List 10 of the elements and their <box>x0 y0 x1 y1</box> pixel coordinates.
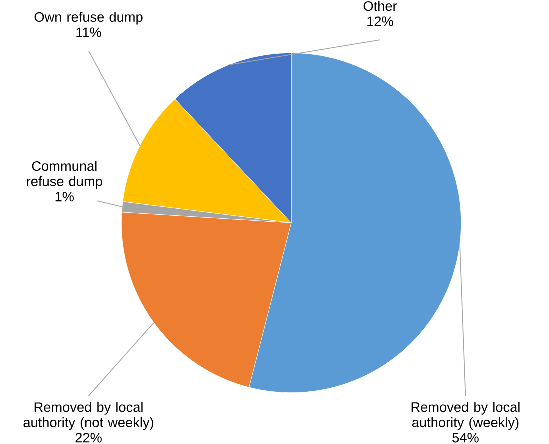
data-label: 1% <box>56 192 74 202</box>
slice-label: Communal refuse dump <box>27 161 102 190</box>
slice-label: Other <box>364 1 398 12</box>
slice-label: Own refuse dump <box>34 12 143 25</box>
data-label: 12% <box>368 16 394 26</box>
data-label: 22% <box>76 433 102 443</box>
data-label: 11% <box>76 28 102 38</box>
slice-label: Removed by local authority (weekly) <box>412 402 520 430</box>
slice-label: Removed by local authority (not weekly) <box>24 402 154 430</box>
data-label: 54% <box>452 433 479 443</box>
